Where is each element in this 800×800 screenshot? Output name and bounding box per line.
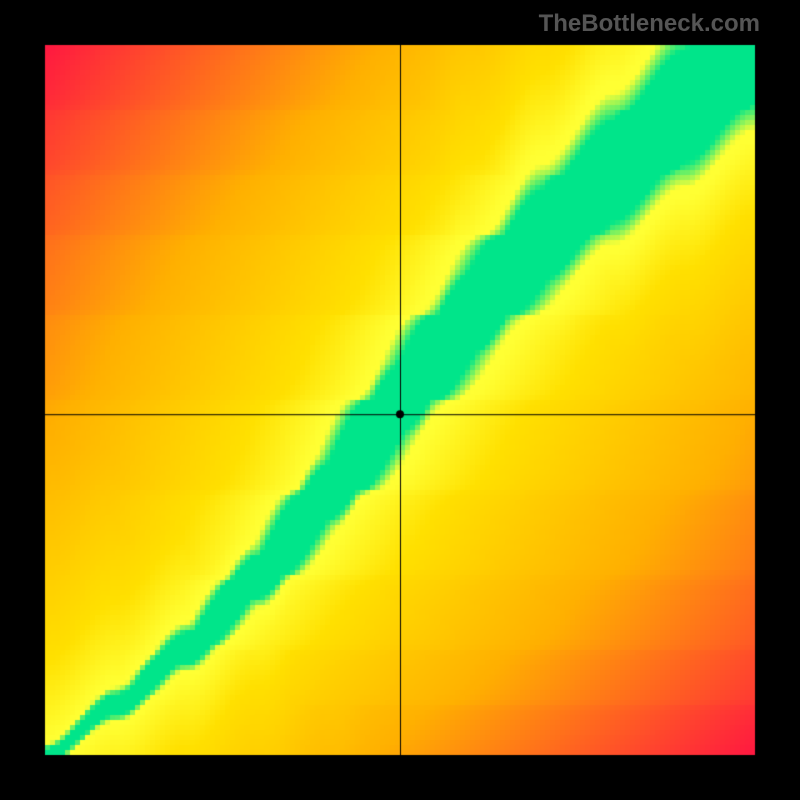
- bottleneck-heatmap: [0, 0, 800, 800]
- watermark-text: TheBottleneck.com: [539, 10, 760, 38]
- chart-container: { "canvas": { "width": 800, "height": 80…: [0, 0, 800, 800]
